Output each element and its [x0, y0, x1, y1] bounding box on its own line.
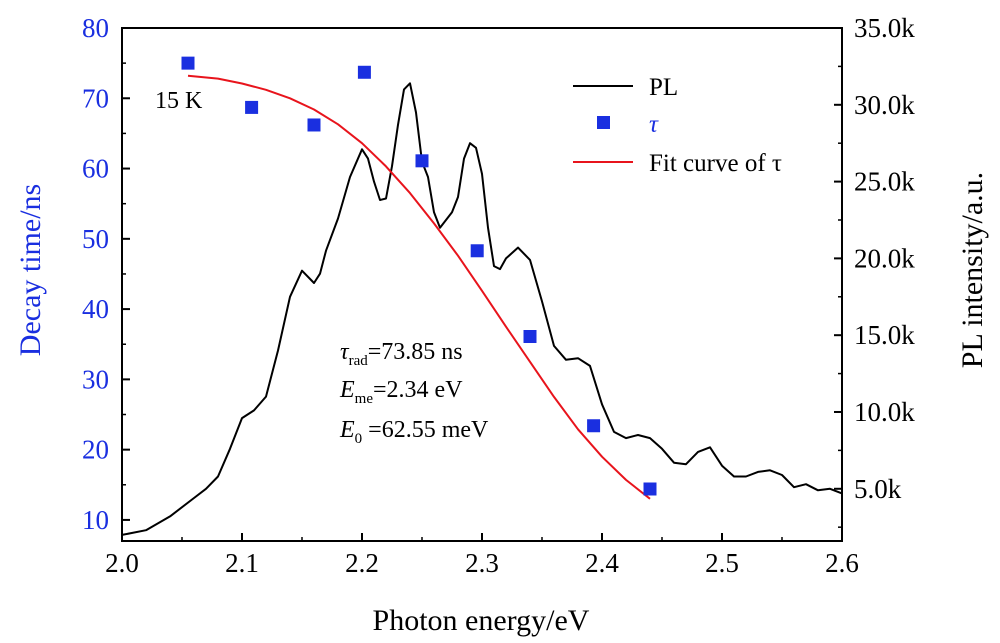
legend-label-fit: Fit curve of τ — [649, 150, 782, 177]
pl-spectrum-line — [121, 82, 843, 536]
tau-rad-value: =73.85 ns — [368, 339, 463, 365]
tau-point — [307, 118, 321, 132]
temperature-label: 15 K — [155, 88, 203, 114]
left-axis-title: Decay time/ns — [14, 184, 47, 356]
e-me-subscript: me — [355, 391, 374, 407]
right-tick-label: 5.0k — [854, 474, 902, 504]
e-me-annotation: Eme=2.34 eV — [339, 377, 463, 407]
x-tick-label: 2.1 — [225, 548, 259, 578]
e-me-value: =2.34 eV — [373, 377, 463, 403]
e-0-symbol: E — [339, 417, 355, 443]
tau-point — [181, 56, 195, 70]
x-tick-label: 2.3 — [465, 548, 499, 578]
tau-point — [470, 244, 484, 258]
right-tick-label: 10.0k — [854, 397, 915, 427]
legend-label-pl: PL — [649, 74, 678, 101]
right-axis-title: PL intensity/a.u. — [956, 172, 989, 368]
left-tick-label: 80 — [82, 13, 109, 43]
plot-frame — [121, 27, 843, 542]
e-0-value: =62.55 meV — [362, 417, 489, 443]
tau-point — [643, 482, 657, 496]
left-tick-label: 70 — [82, 83, 109, 113]
series-group — [121, 56, 843, 536]
fit-curve-line — [187, 74, 651, 500]
legend-swatch-tau — [597, 116, 610, 129]
tau-point — [357, 65, 371, 79]
x-tick-label: 2.5 — [705, 548, 739, 578]
left-tick-label: 60 — [82, 154, 109, 184]
left-tick-label: 40 — [82, 294, 109, 324]
left-tick-label: 10 — [82, 505, 109, 535]
tau-point — [245, 100, 259, 114]
x-tick-label: 2.0 — [105, 548, 139, 578]
tau-rad-annotation: τrad=73.85 ns — [340, 339, 463, 369]
left-tick-label: 50 — [82, 224, 109, 254]
e-0-annotation: E0 =62.55 meV — [339, 417, 489, 447]
plot-frame-group — [121, 27, 843, 542]
left-tick-label: 20 — [82, 435, 109, 465]
x-axis-title: Photon energy/eV — [373, 604, 590, 637]
legend-label-tau: τ — [649, 111, 659, 138]
right-tick-label: 25.0k — [854, 167, 915, 197]
tau-rad-subscript: rad — [349, 353, 369, 369]
tau-rad-symbol: τ — [340, 339, 350, 365]
tau-point — [587, 419, 601, 433]
x-tick-label: 2.2 — [345, 548, 379, 578]
legend: PL τ Fit curve of τ — [573, 74, 782, 177]
right-tick-label: 15.0k — [854, 320, 915, 350]
tau-point — [415, 154, 429, 168]
x-tick-label: 2.4 — [585, 548, 619, 578]
tau-point — [523, 330, 537, 344]
right-tick-label: 35.0k — [854, 13, 915, 43]
left-tick-label: 30 — [82, 364, 109, 394]
ticks-group: 2.0 2.1 2.2 2.3 2.4 2.5 2.6 10 20 30 40 50 60 70 80 5.0… — [82, 13, 915, 578]
e-0-subscript: 0 — [355, 431, 363, 447]
right-tick-label: 20.0k — [854, 243, 915, 273]
e-me-symbol: E — [339, 377, 355, 403]
x-tick-label: 2.6 — [825, 548, 859, 578]
right-tick-label: 30.0k — [854, 90, 915, 120]
